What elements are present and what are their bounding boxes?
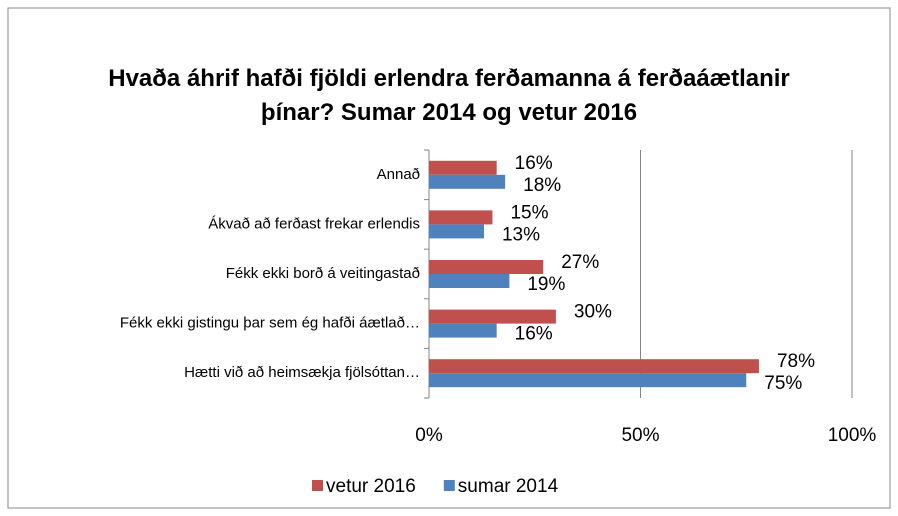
legend-label: sumar 2014 — [458, 476, 559, 497]
bar — [429, 174, 506, 189]
chart-border — [7, 7, 891, 509]
bar — [429, 309, 556, 324]
data-label: 19% — [527, 274, 565, 295]
bar — [429, 359, 759, 374]
bar — [429, 274, 510, 288]
x-tick-label: 0% — [415, 425, 443, 446]
y-tick-label: Ákvað að ferðast frekar erlendis — [208, 215, 420, 232]
legend-label: vetur 2016 — [326, 476, 416, 497]
chart-title: Hvaða áhrif hafði fjöldi erlendra ferðam… — [108, 65, 790, 126]
data-label: 30% — [574, 302, 612, 323]
x-tick-label: 100% — [828, 425, 877, 446]
y-tick-label: Fékk ekki borð á veitingastað — [226, 265, 420, 282]
data-label: 16% — [515, 153, 553, 174]
data-label: 13% — [502, 224, 540, 245]
x-tick-label: 50% — [621, 425, 659, 446]
bar — [429, 373, 747, 388]
y-tick-label: Fékk ekki gistingu þar sem ég hafði áætl… — [120, 315, 420, 332]
legend-swatch — [443, 480, 455, 491]
bar — [429, 224, 484, 239]
data-label: 15% — [510, 202, 548, 223]
data-label: 78% — [777, 351, 815, 372]
bar — [429, 160, 497, 175]
data-label: 16% — [515, 324, 553, 345]
y-tick-label: Hætti við að heimsækja fjölsóttan… — [184, 364, 420, 381]
legend-swatch — [312, 480, 323, 491]
bar — [429, 323, 497, 338]
bar — [429, 210, 493, 225]
bar — [429, 260, 544, 274]
data-label: 75% — [764, 373, 802, 394]
data-label: 27% — [561, 252, 599, 273]
data-label: 18% — [523, 175, 561, 196]
y-tick-label: Annað — [377, 166, 420, 183]
